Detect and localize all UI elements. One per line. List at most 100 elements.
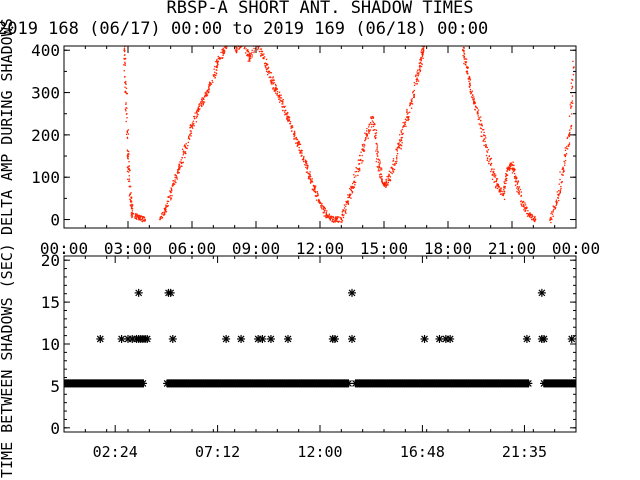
- data-point: [126, 131, 129, 133]
- data-point: [564, 147, 567, 149]
- data-point: [503, 182, 506, 185]
- data-point: [299, 143, 302, 145]
- data-point: [529, 212, 531, 214]
- data-point: [266, 73, 269, 76]
- data-point: [179, 161, 181, 163]
- data-point: [479, 124, 481, 126]
- data-point: [524, 210, 527, 212]
- data-point: [192, 120, 195, 122]
- data-point: [534, 215, 536, 218]
- data-point: [463, 53, 466, 55]
- y-tick-label: 200: [31, 126, 60, 145]
- data-point: [363, 146, 365, 148]
- data-point: [557, 199, 560, 202]
- y-tick-label: 20: [41, 251, 60, 270]
- data-point: [284, 334, 292, 343]
- data-point: [324, 207, 326, 210]
- data-point: [263, 56, 266, 58]
- data-point: [138, 214, 140, 216]
- data-point: [562, 170, 565, 173]
- data-point: [178, 166, 180, 168]
- data-point: [123, 47, 126, 49]
- data-point: [237, 334, 246, 343]
- data-point: [244, 42, 246, 44]
- data-point: [128, 180, 131, 182]
- data-point: [549, 217, 551, 219]
- data-point: [341, 214, 343, 216]
- data-point: [341, 219, 344, 222]
- data-point: [130, 213, 133, 216]
- data-point: [419, 69, 422, 72]
- data-point: [344, 205, 347, 207]
- data-point: [172, 180, 174, 182]
- data-point: [213, 73, 216, 76]
- data-point: [504, 178, 507, 180]
- data-point: [408, 111, 411, 113]
- data-point: [485, 154, 488, 157]
- y-tick-label: 300: [31, 84, 60, 103]
- data-point: [401, 133, 403, 135]
- data-point: [278, 94, 281, 96]
- data-point: [289, 120, 292, 123]
- data-point: [123, 42, 125, 44]
- data-point: [257, 46, 260, 49]
- data-point: [285, 113, 288, 115]
- data-point: [505, 175, 507, 178]
- data-point: [290, 127, 292, 129]
- data-point: [467, 66, 470, 69]
- data-point: [143, 216, 145, 218]
- data-point: [125, 102, 127, 104]
- data-point: [560, 185, 562, 188]
- data-point: [328, 217, 331, 220]
- data-point: [345, 200, 347, 203]
- data-point: [411, 100, 413, 103]
- data-point: [239, 44, 241, 46]
- y-axis-label-delta-amp: DELTA AMP DURING SHADOWS: [0, 18, 16, 235]
- data-point: [212, 74, 214, 76]
- data-point: [289, 122, 292, 125]
- data-point: [130, 201, 133, 203]
- data-point: [126, 170, 129, 173]
- data-point: [268, 72, 270, 74]
- data-point: [193, 122, 195, 125]
- data-point: [344, 210, 347, 212]
- data-point: [488, 160, 490, 163]
- data-point: [259, 44, 261, 46]
- data-point: [471, 90, 474, 92]
- data-point: [388, 170, 391, 172]
- data-point: [207, 92, 209, 94]
- data-point: [364, 132, 366, 134]
- data-point: [181, 148, 184, 151]
- data-point: [193, 117, 196, 120]
- data-point: [465, 61, 467, 64]
- data-point: [526, 215, 529, 217]
- data-point: [336, 220, 338, 222]
- data-point: [134, 217, 136, 219]
- data-point: [381, 178, 383, 180]
- data-point: [512, 170, 515, 173]
- data-point: [276, 92, 279, 95]
- y-tick-label: 100: [31, 168, 60, 187]
- data-point: [208, 85, 210, 88]
- data-point: [407, 119, 409, 122]
- data-point: [351, 187, 353, 190]
- data-point: [570, 107, 572, 109]
- data-point: [502, 190, 504, 193]
- data-point: [362, 148, 365, 150]
- data-point: [528, 216, 531, 218]
- data-point: [467, 72, 469, 75]
- data-point: [230, 40, 232, 42]
- data-point: [201, 97, 203, 99]
- data-point: [296, 142, 299, 145]
- data-point: [187, 136, 190, 139]
- data-point: [290, 125, 292, 128]
- data-point: [518, 186, 520, 188]
- data-point: [231, 42, 233, 44]
- data-point: [293, 130, 296, 133]
- data-point: [185, 142, 187, 145]
- data-point: [378, 164, 380, 166]
- data-point: [163, 208, 166, 211]
- data-point: [553, 208, 555, 211]
- data-point: [332, 215, 334, 218]
- data-point: [417, 80, 420, 82]
